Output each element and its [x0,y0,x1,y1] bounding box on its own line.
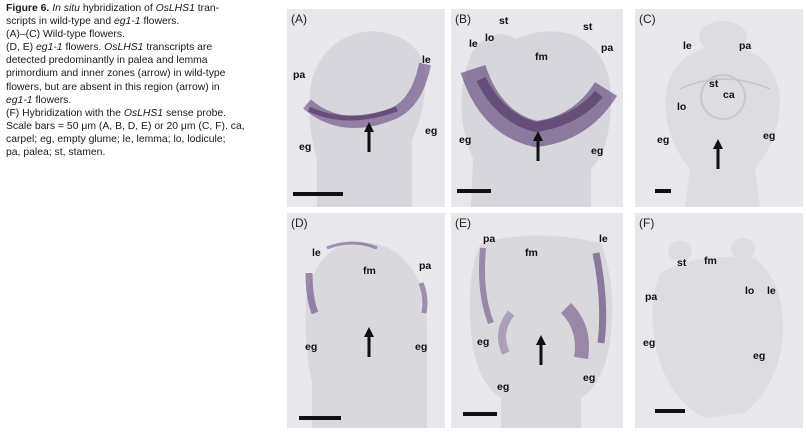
panel-d: (D) le fm pa eg eg [287,213,445,428]
caption-text: transcripts are [143,42,213,54]
panel-b-tissue-image [460,31,618,207]
scale-bar [655,409,685,413]
caption-text: flowers. [62,42,105,54]
panel-d-label: (D) [291,216,308,230]
caption-line: (A)–(C) Wild-type flowers. [6,29,125,41]
tissue-label: eg [763,130,776,142]
tissue-label: eg [643,337,656,349]
arrow-icon [533,131,543,161]
figure-caption: Figure 6. In situ hybridization of OsLHS… [6,2,274,159]
caption-text: hybridization of [79,3,156,14]
caption-gene: OsLHS1 [155,3,195,14]
scale-bar [463,412,497,416]
tissue-label: st [709,78,719,90]
panel-b-label: (B) [455,12,471,26]
tissue-label: pa [293,69,306,81]
panel-c: (C) le pa st ca lo eg eg [635,9,803,207]
caption-text: tran- [194,3,220,14]
panel-f-tissue-image [652,238,784,418]
caption-line: detected predominantly in palea and lemm… [6,55,208,67]
tissue-label: fm [525,247,538,259]
caption-text: scripts in wild-type and [6,16,114,28]
caption-gene: OsLHS1 [104,42,144,54]
scale-bar [655,189,671,193]
caption-gene: eg1-1 [114,16,141,28]
panel-f: (F) st fm pa lo le eg eg [635,213,803,428]
caption-line: Scale bars = 50 μm (A, B, D, E) or 20 μm… [6,120,245,132]
panel-b: (B) st st le lo fm pa eg eg [451,9,623,207]
panel-e-label: (E) [455,216,471,230]
figure-number: Figure 6. [6,3,50,14]
tissue-label: pa [419,260,432,272]
tissue-label: eg [299,141,312,153]
tissue-label: fm [535,51,548,63]
panel-e: (E) pa le fm eg eg eg [451,213,623,428]
tissue-label: lo [485,32,495,44]
tissue-label: le [599,233,608,245]
scale-bar [299,416,341,420]
tissue-label: eg [477,336,490,348]
tissue-label: eg [753,350,766,362]
caption-line: (F) Hybridization with the [6,107,124,119]
tissue-label: eg [425,125,438,137]
caption-text: In situ [52,3,80,14]
tissue-label: eg [415,341,428,353]
arrow-icon [364,122,374,152]
caption-line: flowers, but are absent in this region (… [6,81,220,93]
tissue-label: lo [745,285,755,297]
tissue-label: le [683,40,692,52]
panel-a-label: (A) [291,12,307,26]
tissue-label: eg [459,134,472,146]
panel-a: (A) le pa eg eg [287,9,445,207]
panel-e-tissue-image [469,235,613,428]
tissue-label: le [469,38,478,50]
tissue-label: eg [583,372,596,384]
tissue-label: lo [677,101,687,113]
tissue-label: st [677,257,687,269]
caption-text: sense probe. [163,107,227,119]
panel-f-label: (F) [639,216,655,230]
panel-c-tissue-image [665,21,780,207]
caption-line: pa, palea; st, stamen. [6,147,106,159]
tissue-label: pa [739,40,752,52]
tissue-label: le [767,285,776,297]
scale-bar [457,189,491,193]
arrow-icon [364,327,374,357]
tissue-label: pa [483,233,496,245]
tissue-label: le [422,54,431,66]
tissue-label: fm [704,255,717,267]
tissue-label: eg [497,381,510,393]
tissue-label: fm [363,265,376,277]
tissue-label: le [312,247,321,259]
caption-gene: OsLHS1 [123,107,164,119]
tissue-label: st [583,21,593,33]
caption-gene: eg1-1 [6,94,33,106]
scale-bar [293,192,343,196]
panel-d-tissue-image [305,241,428,428]
caption-text: flowers. [32,94,72,106]
caption-text: (D, E) [6,42,37,54]
tissue-label: eg [591,145,604,157]
caption-line: carpel; eg, empty glume; le, lemma; lo, … [6,133,226,145]
tissue-label: st [499,15,509,27]
tissue-label: pa [601,42,614,54]
tissue-label: ca [723,89,735,101]
arrow-icon [536,335,546,365]
caption-gene: eg1-1 [36,42,63,54]
arrow-icon [713,139,723,169]
tissue-label: pa [645,291,658,303]
panel-c-label: (C) [639,12,656,26]
tissue-label: eg [657,134,670,146]
panel-a-tissue-image [303,31,431,207]
tissue-label: eg [305,341,318,353]
caption-line: primordium and inner zones (arrow) in wi… [6,68,226,80]
caption-text: flowers. [140,16,180,28]
